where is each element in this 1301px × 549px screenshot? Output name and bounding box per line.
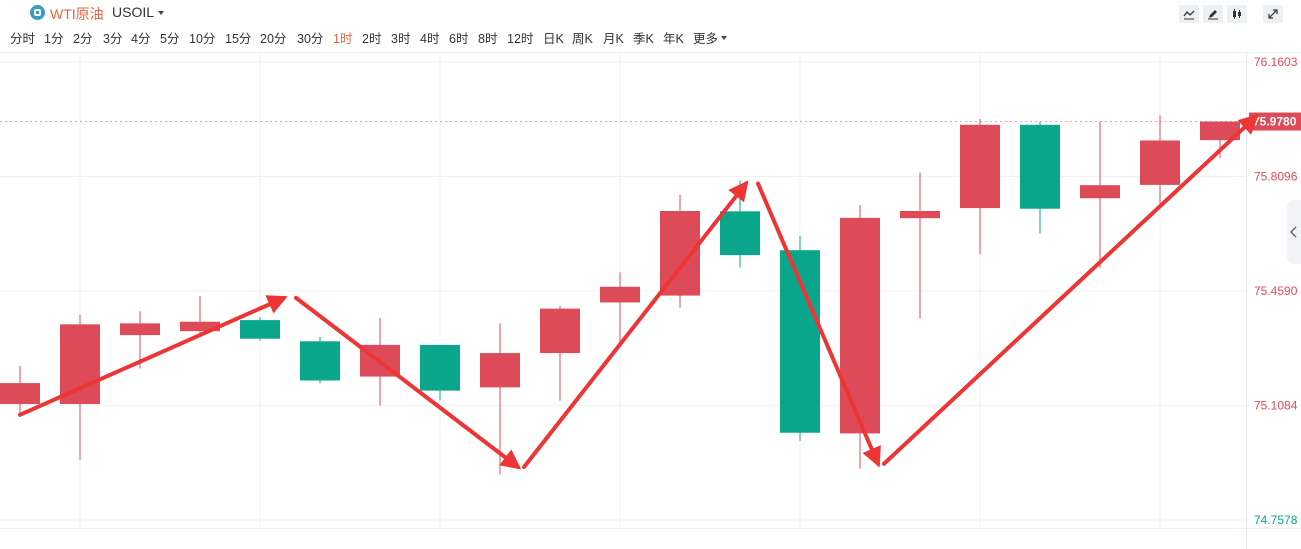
y-tick-label: 75.4590 <box>1254 284 1298 298</box>
chart-header: WTI原油 USOIL <box>0 0 1301 24</box>
period-tab[interactable]: 20分 <box>260 32 287 46</box>
candle-down[interactable] <box>300 341 340 381</box>
candle-up[interactable] <box>1140 140 1180 185</box>
chart-toolbar <box>1175 5 1283 23</box>
period-tab[interactable]: 季K <box>633 32 654 46</box>
chevron-left-icon <box>1290 226 1297 238</box>
instrument-logo-icon <box>30 5 45 20</box>
candle-up[interactable] <box>840 217 880 434</box>
instrument-symbol[interactable]: USOIL <box>112 4 155 20</box>
candle-up[interactable] <box>960 124 1000 209</box>
candle-up[interactable] <box>60 324 100 405</box>
candle-up[interactable] <box>540 308 580 354</box>
last-price-tag <box>1249 112 1301 131</box>
candle-up[interactable] <box>120 323 160 336</box>
period-tab[interactable]: 更多 <box>693 32 719 46</box>
y-tick-label: 75.8096 <box>1254 170 1298 184</box>
candle-up[interactable] <box>1080 185 1120 199</box>
pen-tool-button[interactable] <box>1203 5 1223 23</box>
period-tab[interactable]: 6时 <box>449 32 469 46</box>
instrument-title[interactable]: WTI原油 <box>50 6 104 22</box>
candle-down[interactable] <box>420 344 460 391</box>
trend-arrow <box>294 295 522 470</box>
period-tab[interactable]: 3分 <box>103 32 123 46</box>
candle-down[interactable] <box>1020 124 1060 209</box>
period-tab[interactable]: 4分 <box>131 32 151 46</box>
candle-down[interactable] <box>240 320 280 339</box>
period-tab[interactable]: 分时 <box>10 32 36 46</box>
symbol-dropdown-icon[interactable] <box>158 11 164 15</box>
line-tool-icon <box>1183 10 1195 20</box>
period-tab[interactable]: 月K <box>603 32 624 46</box>
pen-tool-icon <box>1208 10 1218 20</box>
trend-arrow <box>756 181 881 468</box>
period-tab[interactable]: 8时 <box>478 32 498 46</box>
last-price-label: 75.9780 <box>1253 115 1297 129</box>
candle-up[interactable] <box>480 353 520 388</box>
period-tab[interactable]: 15分 <box>225 32 252 46</box>
more-periods-caret-icon[interactable] <box>721 36 727 40</box>
period-tab[interactable]: 3时 <box>391 32 411 46</box>
period-tab[interactable]: 4时 <box>420 32 440 46</box>
fullscreen-icon <box>1268 9 1278 19</box>
period-tab[interactable]: 30分 <box>297 32 324 46</box>
candle-up[interactable] <box>900 211 940 219</box>
candle-up[interactable] <box>600 286 640 303</box>
trend-arrow <box>882 113 1259 466</box>
side-panel-toggle[interactable] <box>1287 200 1301 264</box>
candle-down[interactable] <box>720 211 760 256</box>
line-tool-button[interactable] <box>1179 5 1199 23</box>
period-tab[interactable]: 5分 <box>160 32 180 46</box>
period-tab[interactable]: 年K <box>663 32 684 46</box>
y-tick-label: 76.1603 <box>1254 55 1298 69</box>
period-tab[interactable]: 日K <box>543 32 564 46</box>
period-tab[interactable]: 周K <box>572 32 593 46</box>
period-tab[interactable]: 10分 <box>189 32 216 46</box>
fullscreen-button[interactable] <box>1263 5 1283 23</box>
y-tick-label: 75.1084 <box>1254 399 1298 413</box>
trend-arrow <box>18 295 288 417</box>
trend-arrow <box>522 180 749 470</box>
candle-up[interactable] <box>1200 121 1240 141</box>
period-tab[interactable]: 2时 <box>362 32 382 46</box>
candle-up[interactable] <box>0 383 40 405</box>
candle-up[interactable] <box>180 321 220 332</box>
y-tick-label: 74.7578 <box>1254 513 1298 527</box>
candle-type-icon <box>1233 9 1241 19</box>
period-tab[interactable]: 12时 <box>507 32 534 46</box>
period-tab[interactable]: 1时 <box>333 32 353 46</box>
period-tab[interactable]: 1分 <box>44 32 64 46</box>
candle-type-button[interactable] <box>1227 5 1247 23</box>
period-tab[interactable]: 2分 <box>73 32 93 46</box>
